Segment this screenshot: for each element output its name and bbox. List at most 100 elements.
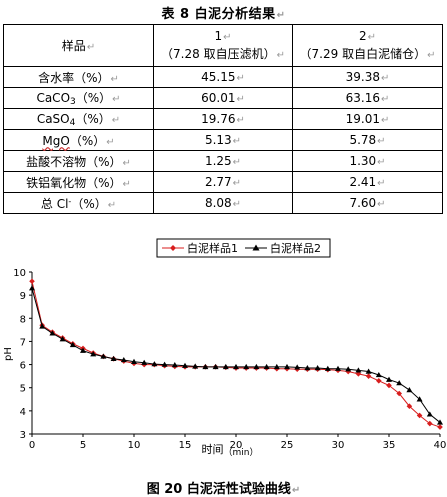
x-tick-label: 0 [29,440,35,451]
data-point [437,419,443,425]
data-point [49,330,56,336]
cell-value: 45.15↵ [153,66,293,88]
y-axis-label: pH [3,347,14,361]
header-sample-2: 2↵ （7.29 取自白泥储仓）↵ [292,24,443,67]
x-tick-label: 5 [80,440,86,451]
data-point [416,396,423,402]
data-point [355,367,362,373]
x-tick-label: 20 [230,440,243,451]
cell-value: 8.08↵ [153,192,293,214]
table-header-row: 样品↵ 1↵ （7.28 取自压滤机）↵ 2↵ （7.29 取自白泥储仓）↵ [3,24,443,67]
data-point [131,358,137,364]
data-point [426,411,433,417]
y-tick-label: 5 [20,384,26,395]
data-point [243,363,250,370]
data-point [437,424,443,430]
data-point [355,371,362,377]
data-point [406,387,413,393]
x-tick-label: 15 [179,440,192,451]
row-label-insoluble: 盐酸不溶物（%）↵ [3,150,154,172]
data-point [161,361,168,367]
table-row: 总 Cl-（%）↵ 8.08↵ 7.60↵ [3,192,443,214]
row-label-caso4: CaSO4（%）↵ [3,108,154,130]
data-point [375,371,382,378]
data-point [365,368,372,374]
y-tick-label: 8 [20,314,26,325]
cell-value: 2.41↵ [292,171,443,193]
data-point [29,278,35,285]
table-title: 表 8 白泥分析结果↵ [161,7,286,22]
legend-box [156,238,331,258]
header-sample-label: 样品↵ [3,24,154,67]
data-point [386,376,392,382]
cell-value: 1.30↵ [292,150,443,172]
analysis-table: 样品↵ 1↵ （7.28 取自压滤机）↵ 2↵ （7.29 取自白泥储仓）↵ 含… [3,24,443,214]
data-point [39,323,46,329]
cell-value: 60.01↵ [153,87,293,109]
data-point [120,356,127,363]
row-label-caco3: CaCO3（%）↵ [3,87,154,109]
y-tick-label: 4 [20,407,26,418]
table-row: CaCO3（%）↵ 60.01↵ 63.16↵ [3,87,443,109]
header-sample-1: 1↵ （7.28 取自压滤机）↵ [153,24,293,67]
ph-line-chart: 白泥样品1 白泥样品2 3 4 5 6 7 8 9 10 0 5 10 15 20 25 30 35 40 pH… [3,238,446,458]
data-point [396,390,402,397]
x-tick-label: 25 [281,440,294,451]
table-row: 铁铝氧化物（%）↵ 2.77↵ 2.41↵ [3,171,443,193]
data-point [314,365,321,371]
data-point [100,353,107,359]
cell-value: 63.16↵ [292,87,443,109]
data-point [396,380,403,386]
x-tick-label: 10 [128,440,141,451]
chart-legend: 白泥样品1 白泥样品2 [156,238,331,258]
x-tick-label: 30 [332,440,345,451]
data-point [141,359,148,365]
chart-axes: 3 4 5 6 7 8 9 10 0 5 10 15 20 25 30 35 40 [13,268,446,451]
data-point [304,365,311,371]
data-point [365,373,372,379]
row-label-mgo: MgO（%）↵ [3,129,154,151]
chart-series [29,278,443,430]
data-point [253,363,260,370]
data-point [324,365,331,371]
table-row: 盐酸不溶物（%）↵ 1.25↵ 1.30↵ [3,150,443,172]
data-point [345,366,352,372]
data-point [182,362,188,368]
data-point [284,363,290,370]
data-point [69,341,76,348]
data-point [406,403,413,410]
cell-value: 5.13↵ [153,129,293,151]
data-point [171,362,178,368]
data-point [233,363,239,370]
data-point [59,336,66,342]
data-point [212,363,219,370]
table-row: 含水率（%）↵ 45.15↵ 39.38↵ [3,66,443,88]
row-label-moisture: 含水率（%）↵ [3,66,154,88]
y-tick-label: 9 [20,291,26,302]
data-point [386,382,392,389]
data-point [294,364,301,370]
row-label-fe-al-oxides: 铁铝氧化物（%）↵ [3,171,154,193]
cell-value: 39.38↵ [292,66,443,88]
table-row: MgO（%）↵ 5.13↵ 5.78↵ [3,129,443,151]
cell-value: 7.60↵ [292,192,443,214]
data-point [80,347,86,353]
y-tick-label: 7 [20,337,26,348]
legend-label-series-1: 白泥样品1 [187,241,238,255]
figure-caption: 图 20 白泥活性试验曲线↵ [146,482,301,497]
data-point [151,361,158,367]
data-point [192,363,199,369]
cell-value: 1.25↵ [153,150,293,172]
data-point [427,420,433,427]
cell-value: 19.01↵ [292,108,443,130]
data-point [416,412,423,419]
x-tick-label: 35 [383,440,396,451]
table-row: CaSO4（%）↵ 19.76↵ 19.01↵ [3,108,443,130]
cell-value: 5.78↵ [292,129,443,151]
data-point [110,355,117,361]
cell-value: 2.77↵ [153,171,293,193]
legend-marker-triangle-icon [252,244,260,251]
data-point [335,365,341,371]
data-point [202,363,209,370]
y-tick-label: 3 [20,430,26,441]
